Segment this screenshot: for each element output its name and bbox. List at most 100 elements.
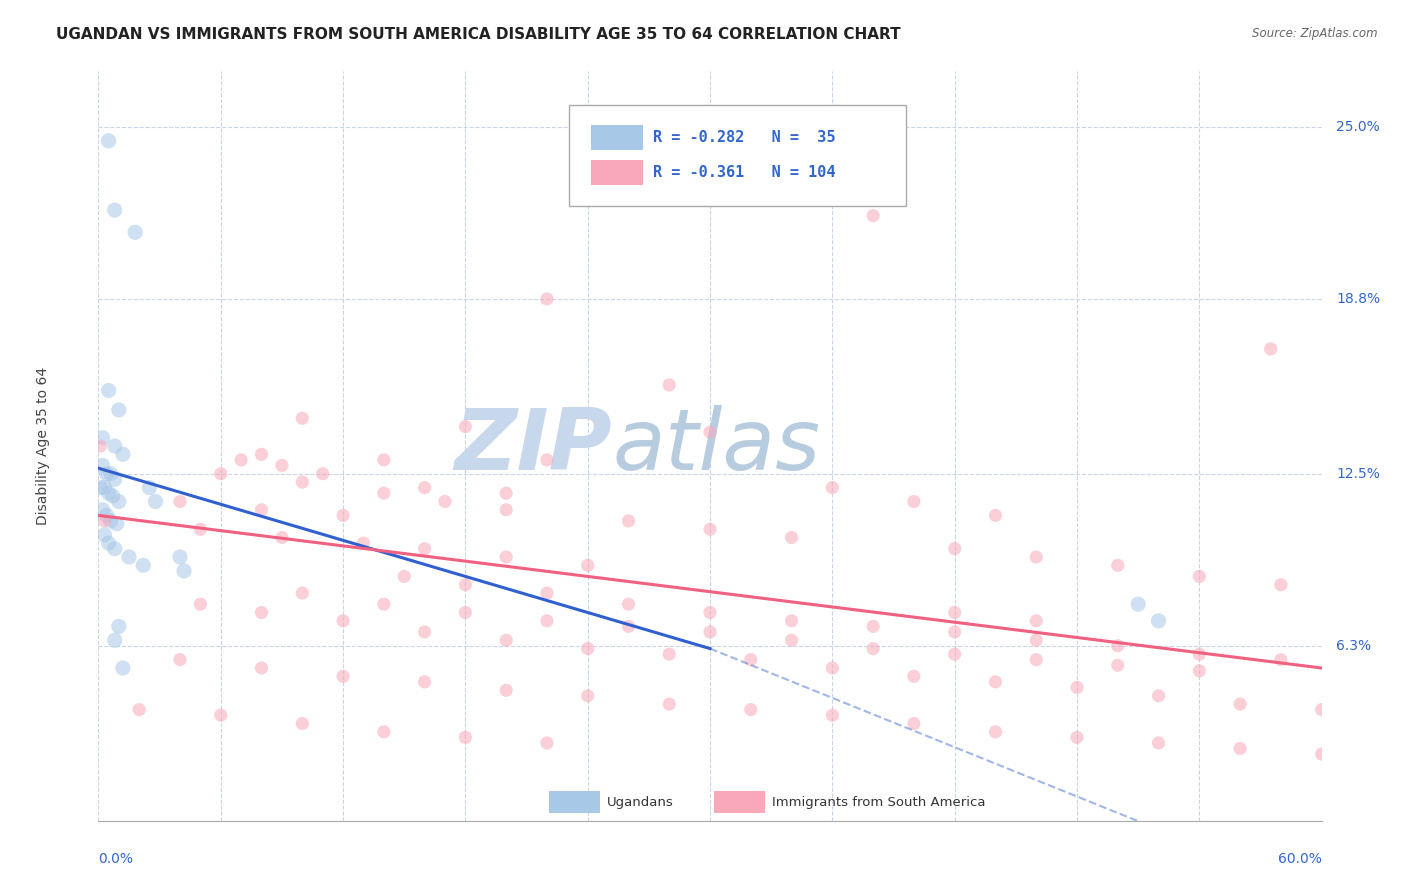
Point [413, 624, 436, 639]
Point [617, 514, 640, 528]
Text: 60.0%: 60.0% [1278, 852, 1322, 866]
Point [1107, 639, 1129, 653]
Point [93, 481, 115, 495]
Point [536, 453, 558, 467]
Point [124, 225, 146, 239]
Point [104, 439, 127, 453]
Point [128, 703, 150, 717]
Point [104, 633, 127, 648]
Point [943, 624, 966, 639]
Point [169, 494, 191, 508]
Point [780, 614, 803, 628]
Point [352, 536, 374, 550]
Point [821, 661, 844, 675]
Point [373, 486, 395, 500]
Point [413, 674, 436, 689]
Point [270, 458, 294, 473]
Point [943, 647, 966, 661]
Point [943, 606, 966, 620]
Point [250, 503, 273, 517]
Point [111, 447, 134, 461]
Text: Ugandans: Ugandans [607, 797, 673, 809]
Point [138, 481, 160, 495]
Point [984, 508, 1007, 523]
Point [104, 472, 127, 486]
Point [862, 641, 884, 656]
Point [105, 516, 128, 531]
Point [495, 683, 517, 698]
Point [332, 669, 354, 683]
Point [1270, 578, 1292, 592]
Point [108, 619, 131, 633]
Point [1310, 747, 1333, 761]
Point [740, 703, 762, 717]
Point [1147, 689, 1170, 703]
FancyBboxPatch shape [592, 125, 643, 150]
FancyBboxPatch shape [569, 105, 905, 206]
Point [699, 522, 721, 536]
Text: R = -0.282   N =  35: R = -0.282 N = 35 [652, 130, 835, 145]
Text: R = -0.361   N = 104: R = -0.361 N = 104 [652, 165, 835, 180]
Point [96, 467, 118, 481]
Point [536, 736, 558, 750]
Point [93, 528, 115, 542]
Text: 12.5%: 12.5% [1336, 467, 1381, 481]
Text: Immigrants from South America: Immigrants from South America [772, 797, 986, 809]
Point [1188, 664, 1211, 678]
Point [108, 494, 131, 508]
Point [373, 724, 395, 739]
Text: Source: ZipAtlas.com: Source: ZipAtlas.com [1253, 27, 1378, 40]
Point [111, 661, 134, 675]
Point [1107, 558, 1129, 573]
Point [1066, 731, 1088, 745]
Point [169, 653, 191, 667]
Point [780, 633, 803, 648]
Point [1128, 597, 1150, 611]
Point [658, 697, 681, 711]
Point [1270, 653, 1292, 667]
Point [97, 486, 120, 500]
Point [1188, 647, 1211, 661]
Point [780, 531, 803, 545]
Point [495, 549, 517, 564]
Point [699, 606, 721, 620]
Point [291, 716, 314, 731]
Point [291, 411, 314, 425]
Point [1107, 658, 1129, 673]
Point [495, 486, 517, 500]
Point [903, 716, 925, 731]
Point [96, 508, 118, 523]
Point [145, 494, 167, 508]
Point [434, 494, 457, 508]
Point [1025, 653, 1047, 667]
Point [984, 674, 1007, 689]
Point [536, 292, 558, 306]
Point [1310, 703, 1333, 717]
Point [97, 134, 120, 148]
Point [821, 481, 844, 495]
Point [903, 669, 925, 683]
Point [91, 431, 114, 445]
Point [132, 558, 155, 573]
Point [392, 569, 416, 583]
Point [373, 453, 395, 467]
Point [250, 661, 273, 675]
Point [740, 653, 762, 667]
Point [862, 209, 884, 223]
Text: 0.0%: 0.0% [98, 852, 134, 866]
Text: 18.8%: 18.8% [1336, 292, 1381, 306]
Point [1066, 681, 1088, 695]
Point [576, 558, 599, 573]
Point [108, 403, 131, 417]
Point [312, 467, 335, 481]
Point [118, 549, 141, 564]
Point [413, 481, 436, 495]
Point [270, 531, 294, 545]
Point [209, 467, 232, 481]
Point [91, 503, 114, 517]
Point [332, 614, 354, 628]
Point [104, 541, 127, 556]
Point [1229, 741, 1251, 756]
Point [454, 606, 477, 620]
Point [821, 708, 844, 723]
